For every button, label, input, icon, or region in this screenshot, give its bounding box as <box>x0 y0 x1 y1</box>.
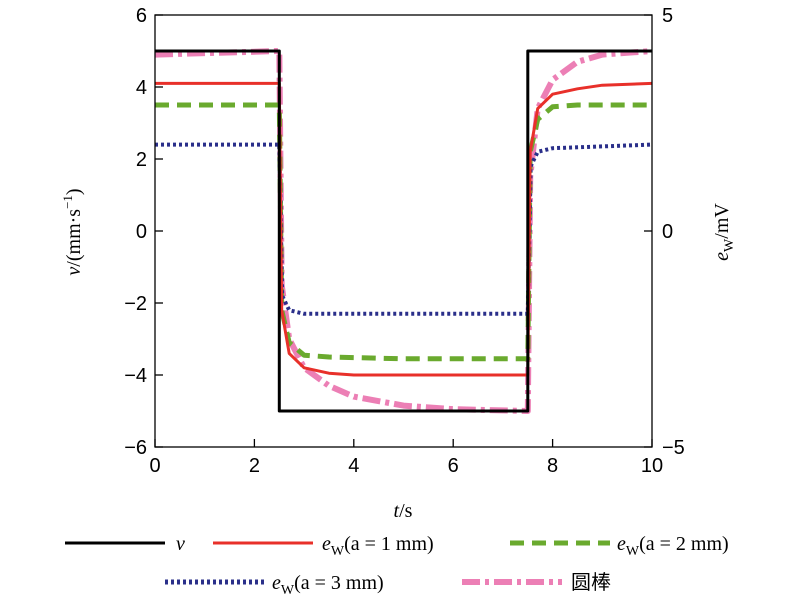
x-tick-label: 0 <box>149 455 160 477</box>
series-line-1 <box>155 81 653 377</box>
y-left-tick-label: −4 <box>124 365 147 387</box>
legend-label-v: v <box>176 533 185 555</box>
y-left-title-var: v <box>63 267 85 276</box>
y-right-title-sub: W <box>722 238 737 252</box>
x-tick-label: 4 <box>348 455 359 477</box>
y-left-tick-label: −6 <box>124 437 147 459</box>
x-tick-label: 8 <box>547 455 558 477</box>
y-right-tick-label: 0 <box>662 221 673 243</box>
y-left-tick-label: −2 <box>124 293 147 315</box>
legend-label-ew-2mm: eW(a = 2 mm) <box>617 533 729 559</box>
y-left-title-sup: −1 <box>60 195 75 209</box>
legend-label-ew-1mm: eW(a = 1 mm) <box>322 533 434 559</box>
y-right-axis-title: eW/mV <box>711 203 737 261</box>
y-left-title-unit: /(mm·s <box>63 209 85 267</box>
x-axis-title: t/s <box>394 500 413 522</box>
series-line-3 <box>155 142 653 316</box>
plot-frame <box>154 14 653 448</box>
legend-label-round-bar: 圆棒 <box>571 571 611 594</box>
x-axis-title-var: t <box>394 500 400 522</box>
series-layer <box>154 48 653 414</box>
y-right-tick-label: −5 <box>662 437 685 459</box>
x-axis-title-unit: /s <box>399 500 413 522</box>
series-line-4 <box>154 48 653 414</box>
legend-item-round-bar: 圆棒 <box>462 571 611 594</box>
y-right-tick-label: 5 <box>662 5 673 27</box>
legend-item-v: v <box>65 533 185 555</box>
series-line-0 <box>155 49 652 413</box>
legend-item-ew-1mm: eW(a = 1 mm) <box>213 533 434 559</box>
y-left-title-close: ) <box>63 188 85 195</box>
legend-label-ew-3mm: eW(a = 3 mm) <box>272 572 384 598</box>
x-tick-label: 6 <box>448 455 459 477</box>
y-left-tick-label: 6 <box>136 5 147 27</box>
legend-item-ew-2mm: eW(a = 2 mm) <box>510 533 729 559</box>
y-left-tick-label: 0 <box>136 221 147 243</box>
axes-layer: 0 2 4 6 8 10 6 4 2 0 −2 −4 −6 5 0 −5 <box>124 5 685 477</box>
x-tick-label: 2 <box>249 455 260 477</box>
y-right-title-unit: /mV <box>711 203 733 239</box>
x-tick-label: 10 <box>641 455 663 477</box>
y-left-tick-label: 4 <box>136 77 147 99</box>
legend: v eW(a = 1 mm) eW(a = 2 mm) eW(a = 3 mm)… <box>65 533 729 598</box>
y-left-tick-label: 2 <box>136 149 147 171</box>
legend-item-ew-3mm: eW(a = 3 mm) <box>165 572 384 598</box>
y-left-axis-title: v/(mm·s−1) <box>60 188 85 275</box>
series-line-2 <box>155 102 652 362</box>
y-right-title-var: e <box>711 252 733 261</box>
